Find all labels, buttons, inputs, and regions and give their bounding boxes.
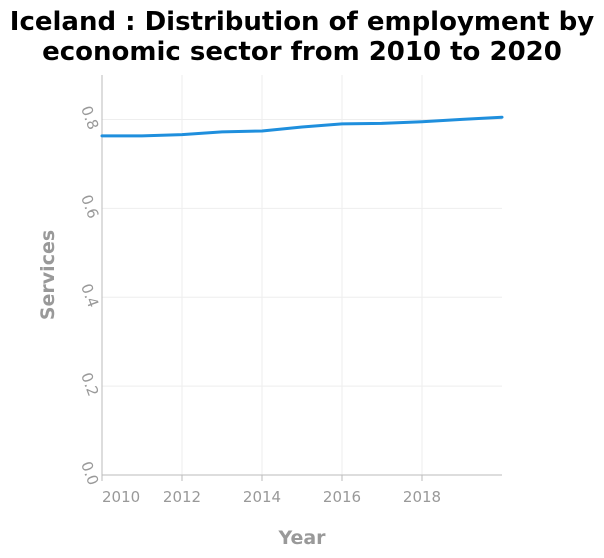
y-tick-label: 0.8 bbox=[77, 103, 102, 132]
y-tick-label: 0.6 bbox=[77, 192, 102, 221]
x-tick-label: 2016 bbox=[323, 488, 361, 506]
chart-title-line-2: economic sector from 2010 to 2020 bbox=[42, 37, 562, 67]
x-ticks: 2010 2012 2014 2016 2018 bbox=[101, 475, 441, 506]
y-axis-label: Services bbox=[37, 230, 59, 320]
chart-title-line-1: Iceland : Distribution of employment by bbox=[10, 7, 594, 37]
y-ticks: 0.0 0.2 0.4 0.6 0.8 bbox=[77, 103, 102, 487]
x-tick-label: 2014 bbox=[243, 488, 281, 506]
y-tick-label: 0.0 bbox=[77, 459, 102, 488]
x-tick-label: 2010 bbox=[102, 488, 140, 506]
series-layer bbox=[100, 115, 504, 138]
x-tick-label: 2018 bbox=[403, 488, 441, 506]
y-tick-label: 0.2 bbox=[77, 370, 102, 399]
y-tick-label: 0.4 bbox=[77, 281, 102, 310]
x-tick-label: 2012 bbox=[163, 488, 201, 506]
series-line-0 bbox=[100, 115, 504, 138]
x-axis-label: Year bbox=[277, 527, 326, 549]
